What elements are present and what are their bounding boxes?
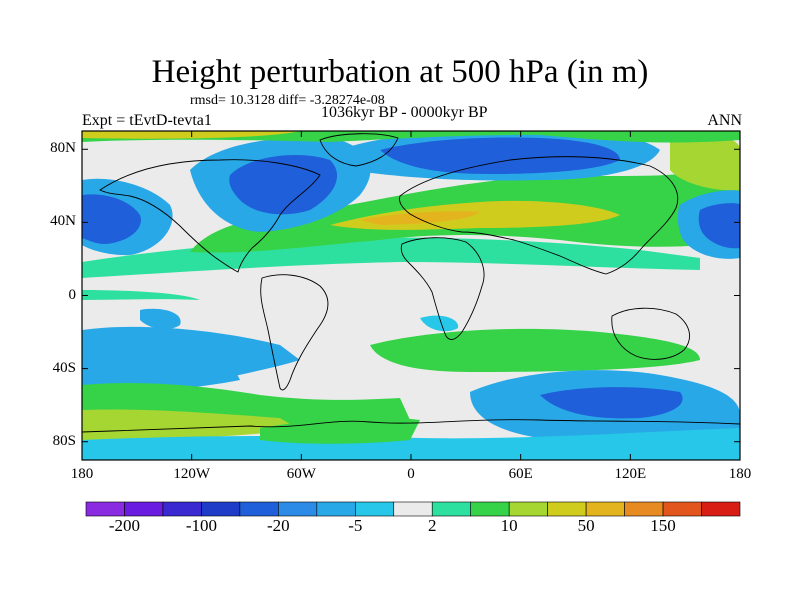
coastline-australia [611, 307, 691, 360]
colorbar-swatch-2 [162, 501, 202, 517]
experiment-label: Expt = tEvtD-tevta1 [82, 112, 212, 129]
lon-label: 60W [286, 466, 316, 482]
field-darkblue-pacific-low-east [698, 203, 740, 249]
field-darkblue-eurasia-low [380, 137, 620, 174]
field-green-northeast-pacific [670, 136, 740, 191]
field-arctic-yellow [82, 131, 300, 139]
map-field [82, 131, 740, 460]
field-green-antarctic [260, 417, 420, 444]
colorbar-label: -20 [267, 516, 290, 535]
axis-ticks [81, 131, 741, 460]
colorbar-swatch-13 [585, 501, 625, 517]
field-blue-south-sea [82, 343, 240, 395]
field-darkblue-south-indian [540, 387, 683, 419]
colorbar-swatch-14 [624, 501, 664, 517]
colorbar-swatch-1 [124, 501, 164, 517]
map-title: Height perturbation at 500 hPa (in m) [151, 54, 649, 90]
season-label: ANN [707, 112, 742, 129]
colorbar-swatch-16 [701, 501, 741, 517]
lat-label: 80N [50, 140, 76, 157]
lat-label: 40S [52, 359, 76, 376]
coastline-africa [400, 237, 485, 340]
colorbar-swatch-9 [431, 501, 472, 517]
colorbar-label: 10 [500, 516, 518, 535]
lon-label: 120E [614, 466, 647, 482]
lat-label: 40N [50, 213, 76, 230]
continent-outlines [82, 133, 740, 433]
colorbar-label: 150 [650, 516, 676, 535]
lon-label: 180 [70, 466, 94, 482]
coastline-eurasia [399, 156, 679, 275]
stats-line: rmsd= 10.3128 diff= -3.28274e-08 [190, 93, 385, 108]
colorbar-label: 50 [577, 516, 595, 535]
coastline-antarctica [82, 419, 740, 433]
field-darkblue-pacific-low-west [82, 194, 141, 244]
colorbar [85, 501, 741, 517]
field-darkblue-atlantic-low [229, 155, 338, 215]
lon-label: 180 [728, 466, 752, 482]
colorbar-swatch-11 [508, 501, 548, 517]
colorbar-swatch-4 [239, 501, 279, 517]
field-cyan-pacific-south [140, 308, 181, 330]
colorbar-swatch-5 [278, 501, 318, 517]
coastline-north-america [99, 159, 321, 273]
field-yellow-south-belt [82, 409, 300, 440]
colorbar-label: -5 [348, 516, 363, 535]
colorbar-swatch-10 [470, 501, 510, 517]
colorbar-swatch-0 [85, 501, 125, 517]
coastline-greenland [319, 133, 399, 167]
coastline-south-america [260, 274, 329, 391]
field-yellow-east-belt [520, 208, 610, 223]
colorbar-swatch-8 [393, 501, 433, 517]
lon-label: 0 [407, 466, 415, 482]
field-cyan-atlantic-south [420, 315, 459, 332]
colorbar-swatch-3 [201, 501, 241, 517]
lat-label: 0 [68, 286, 77, 303]
colorbar-swatch-6 [316, 501, 356, 517]
period-label: 1036kyr BP - 0000kyr BP [321, 104, 488, 121]
lon-label: 120W [173, 466, 210, 482]
lon-label: 60E [508, 466, 533, 482]
colorbar-swatch-7 [354, 501, 395, 517]
field-cyan-antarctic [82, 428, 740, 460]
colorbar-swatch-12 [547, 501, 587, 517]
lat-label: 80S [52, 432, 76, 449]
field-orange-north-belt [360, 211, 480, 225]
colorbar-label: -100 [185, 516, 217, 535]
field-green-tropics-west [82, 290, 200, 300]
colorbar-swatch-15 [662, 501, 702, 517]
colorbar-label: -200 [108, 516, 141, 535]
colorbar-label: 2 [427, 516, 437, 535]
